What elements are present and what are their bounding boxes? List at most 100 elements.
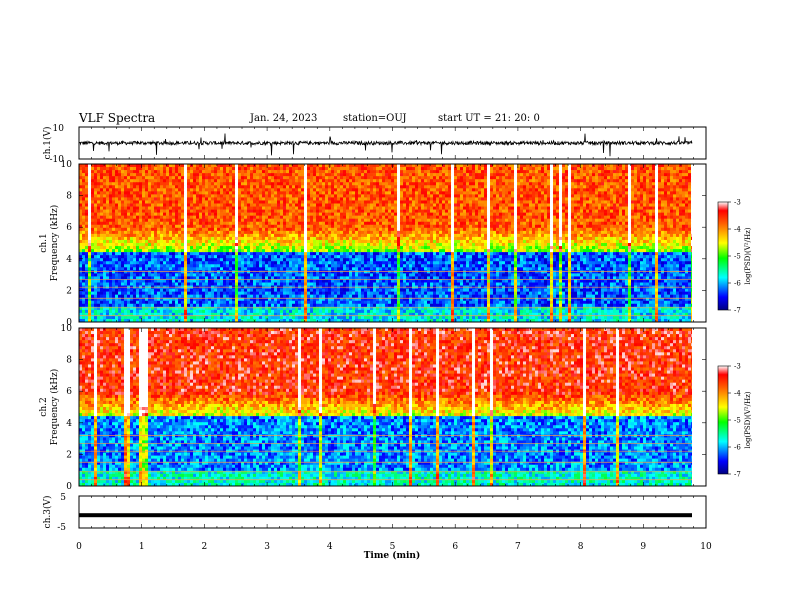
spectrogram-cell [187,212,191,216]
spectrogram-cell [202,182,206,186]
spectrogram-cell [376,164,380,168]
spectrogram-cell [328,200,332,204]
spectrogram-cell [289,176,293,180]
spectrogram-cell [94,221,98,226]
spectrogram-cell [274,212,278,216]
spectrogram-cell [316,176,320,180]
spectrogram-cell [193,209,197,213]
spectrogram-cell [523,176,527,180]
spectrogram-cell [376,179,380,183]
spectrogram-cell [424,173,428,177]
spectrogram-cell [547,185,551,189]
spectrogram-cell [454,179,458,183]
spectrogram-cell [133,197,137,201]
spectrogram-cell [280,218,284,223]
spectrogram-cell [190,209,194,213]
spectrogram-cell [685,221,689,226]
spectrogram-cell [136,185,140,189]
spectrogram-cell [586,188,590,192]
spectrogram-cell [400,176,404,180]
spectrogram-cell [106,215,110,219]
spectrogram-cell [571,194,575,198]
spectrogram-cell [397,182,401,186]
spectrogram-cell [82,212,86,216]
spectrogram-cell [175,233,179,238]
spectrogram-cell [607,191,611,195]
spectrogram-cell [268,197,272,201]
spectrogram-cell [406,230,410,235]
spectrogram-cell [391,182,395,186]
spectrogram-cell [370,224,374,229]
spectrogram-cell [205,224,209,229]
spectrogram-cell [202,224,206,229]
spectrogram-cell [190,179,194,183]
spectrogram-cell [256,197,260,201]
spectrogram-cell [526,167,530,171]
spectrogram-cell [430,191,434,195]
spectrogram-cell [328,167,332,171]
spectrogram-cell [274,164,278,168]
spectrogram-cell [517,224,521,229]
spectrogram-cell [445,218,449,223]
spectrogram-cell [274,224,278,229]
spectrogram-cell [190,194,194,198]
spectrogram-cell [97,200,101,204]
spectrogram-cell [124,179,128,183]
spectrogram-cell [373,194,377,198]
spectrogram-cell [106,233,110,238]
spectrogram-cell [145,209,149,213]
spectrogram-cell [334,200,338,204]
spectrogram-cell [667,170,671,174]
spectrogram-cell [211,194,215,198]
spectrogram-cell [373,182,377,186]
spectrogram-cell [178,212,182,216]
spectrogram-cell [427,227,431,232]
spectrogram-cell [625,194,629,198]
spectrogram-cell [139,197,143,201]
spectrogram-cell [682,218,686,223]
spectrogram-cell [94,227,98,232]
spectrogram-cell [673,191,677,195]
spectrogram-cell [496,218,500,223]
spectrogram-cell [436,212,440,216]
spectrogram-cell [211,230,215,235]
spectrogram-cell [667,188,671,192]
spectrogram-cell [532,200,536,204]
spectrogram-cell [385,200,389,204]
spectrogram-cell [364,173,368,177]
spectrogram-cell [550,206,554,210]
spectrogram-cell [556,164,560,168]
spectrogram-cell [217,179,221,183]
spectrogram-cell [157,218,161,223]
spectrogram-cell [340,182,344,186]
spectrogram-cell [595,212,599,216]
spectrogram-cell [127,197,131,201]
spectrogram-cell [436,221,440,226]
spectrogram-cell [484,209,488,213]
spectrogram-cell [115,188,119,192]
spectrogram-cell [580,224,584,229]
spectrogram-cell [391,191,395,195]
spectrogram-cell [499,200,503,204]
spectrogram-cell [166,233,170,238]
spectrogram-cell [673,182,677,186]
spectrogram-cell [679,230,683,235]
spectrogram-cell [625,221,629,226]
spectrogram-cell [205,179,209,183]
spectrogram-cell [370,182,374,186]
spectrogram-cell [349,170,353,174]
spectrogram-cell [280,182,284,186]
spectrogram-cell [616,182,620,186]
spectrogram-cell [142,218,146,223]
spectrogram-cell [613,167,617,171]
spectrogram-cell [328,194,332,198]
spectrogram-cell [274,182,278,186]
spectrogram-cell [169,179,173,183]
spectrogram-cell [682,170,686,174]
spectrogram-cell [82,179,86,183]
spectrogram-cell [493,206,497,210]
spectrogram-cell [166,197,170,201]
spectrogram-cell [427,167,431,171]
spectrogram-cell [265,215,269,219]
spectrogram-cell [91,200,95,204]
